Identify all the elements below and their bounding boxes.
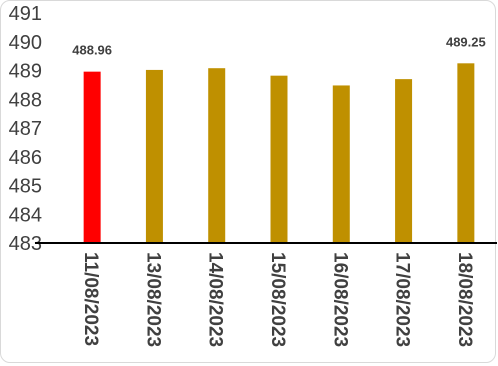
x-category-label: 18/08/2023	[454, 252, 475, 347]
y-axis-ticks: 483 484 485 486 487 488 489 490 491	[9, 3, 42, 255]
y-tick-label: 488	[9, 89, 42, 111]
bar-17/08/2023	[395, 79, 413, 243]
bar-15/08/2023	[270, 75, 288, 243]
bar-14/08/2023	[208, 68, 226, 243]
y-tick-label: 491	[9, 3, 42, 25]
y-tick-label: 483	[9, 233, 42, 255]
y-tick-label: 485	[9, 176, 42, 198]
bars	[83, 63, 475, 244]
x-axis-labels: 11/08/2023 13/08/2023 14/08/2023 15/08/2023…	[80, 252, 475, 347]
data-label: 488.96	[72, 43, 112, 58]
x-category-label: 14/08/2023	[205, 252, 226, 347]
y-tick-label: 484	[9, 204, 42, 226]
y-tick-label: 486	[9, 147, 42, 169]
x-category-label: 16/08/2023	[329, 252, 350, 347]
x-category-label: 13/08/2023	[142, 252, 163, 347]
y-tick-label: 489	[9, 61, 42, 83]
y-tick-label: 487	[9, 118, 42, 140]
x-category-label: 11/08/2023	[80, 252, 101, 346]
bar-11/08/2023	[83, 71, 101, 244]
bar-13/08/2023	[145, 69, 163, 243]
bar-18/08/2023	[457, 63, 475, 243]
data-label: 489.25	[446, 34, 486, 49]
x-category-label: 15/08/2023	[267, 252, 288, 347]
x-category-label: 17/08/2023	[392, 252, 413, 347]
data-labels: 488.96 489.25	[72, 34, 485, 57]
y-tick-label: 490	[9, 32, 42, 54]
bar-16/08/2023	[332, 85, 350, 243]
